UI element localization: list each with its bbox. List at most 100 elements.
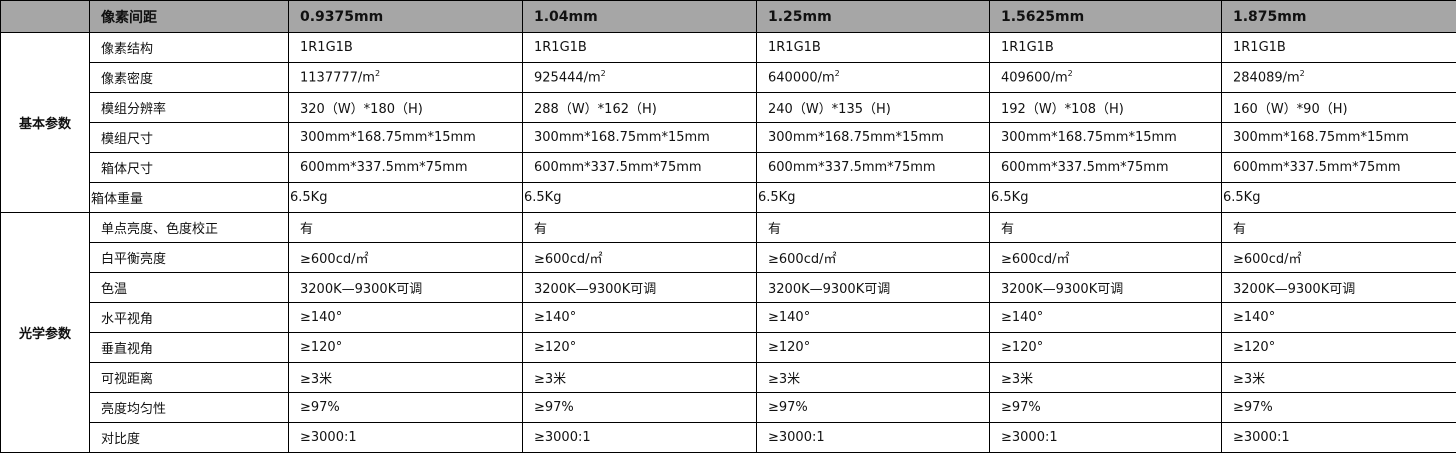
value-text: ≥120° — [1233, 340, 1275, 355]
table-row: 模组尺寸 300mm*168.75mm*15mm 300mm*168.75mm*15… — [1, 123, 1456, 153]
group-title-cell: 基本参数 — [1, 33, 90, 213]
value-text: ≥3米 — [300, 372, 332, 387]
value-text: ≥97% — [768, 400, 808, 415]
value-cell: 600mm*337.5mm*75mm — [289, 153, 523, 183]
value-text: 288（W）*162（H) — [534, 102, 657, 117]
value-cell: 3200K—9300K可调 — [757, 273, 990, 303]
value-cell: 1R1G1B — [289, 33, 523, 63]
value-cell: 3200K—9300K可调 — [523, 273, 757, 303]
value-cell: ≥140° — [523, 303, 757, 333]
value-cell: ≥3米 — [289, 363, 523, 393]
row-label-cell: 可视距离 — [90, 363, 289, 393]
value-text: ≥97% — [300, 400, 340, 415]
value-text: 6.5Kg — [524, 190, 561, 205]
value-text: 600mm*337.5mm*75mm — [1233, 160, 1401, 175]
value-cell: ≥600cd/㎡ — [1222, 243, 1456, 273]
value-text: ≥140° — [1233, 310, 1275, 325]
value-text: ≥3米 — [1001, 372, 1033, 387]
value-cell: ≥120° — [289, 333, 523, 363]
value-text: 320（W）*180（H) — [300, 102, 423, 117]
row-label-cell: 模组分辨率 — [90, 93, 289, 123]
group-title-cell: 光学参数 — [1, 213, 90, 453]
header-pitch-cell: 1.25mm — [757, 1, 990, 33]
value-text: ≥140° — [1001, 310, 1043, 325]
value-cell: ≥140° — [990, 303, 1222, 333]
value-cell: 925444/m2 — [523, 63, 757, 93]
table-row: 对比度≥3000:1≥3000:1≥3000:1≥3000:1≥3000:1 — [1, 423, 1456, 453]
table-row: 亮度均匀性≥97%≥97%≥97%≥97%≥97% — [1, 393, 1456, 423]
header-row: 像素间距 0.9375mm 1.04mm 1.25mm 1.5625mm 1.8… — [1, 1, 1456, 33]
value-cell: 1R1G1B — [990, 33, 1222, 63]
value-text: 409600/m — [1001, 71, 1068, 86]
superscript: 2 — [835, 69, 840, 78]
value-cell: ≥97% — [757, 393, 990, 423]
value-text: 1R1G1B — [1233, 40, 1286, 55]
header-pitch-cell: 1.5625mm — [990, 1, 1222, 33]
value-cell: 1R1G1B — [523, 33, 757, 63]
value-cell: 640000/m2 — [757, 63, 990, 93]
value-text: ≥3000:1 — [768, 430, 825, 445]
value-text: ≥140° — [300, 310, 342, 325]
row-label-cell: 像素密度 — [90, 63, 289, 93]
value-cell: 1R1G1B — [757, 33, 990, 63]
value-cell: 有 — [289, 213, 523, 243]
value-text: 600mm*337.5mm*75mm — [534, 160, 702, 175]
value-cell: ≥3米 — [757, 363, 990, 393]
value-text: 1R1G1B — [1001, 40, 1054, 55]
value-text: 160（W）*90（H) — [1233, 102, 1348, 117]
value-text: 300mm*168.75mm*15mm — [1001, 130, 1177, 145]
value-text: 有 — [1233, 222, 1246, 237]
value-text: 3200K—9300K可调 — [300, 282, 422, 297]
value-cell: ≥140° — [1222, 303, 1456, 333]
value-text: 1R1G1B — [534, 40, 587, 55]
value-cell: 6.5Kg — [1222, 183, 1456, 213]
value-cell: 300mm*168.75mm*15mm — [523, 123, 757, 153]
value-cell: 300mm*168.75mm*15mm — [1222, 123, 1456, 153]
value-text: 3200K—9300K可调 — [1233, 282, 1355, 297]
value-text: ≥120° — [300, 340, 342, 355]
value-cell: 有 — [757, 213, 990, 243]
value-cell: 1137777/m2 — [289, 63, 523, 93]
table-row: 垂直视角 ≥120° ≥120° ≥120° ≥120° ≥120° — [1, 333, 1456, 363]
value-text: 600mm*337.5mm*75mm — [1001, 160, 1169, 175]
value-text: 300mm*168.75mm*15mm — [768, 130, 944, 145]
row-label-cell: 模组尺寸 — [90, 123, 289, 153]
value-cell: 300mm*168.75mm*15mm — [990, 123, 1222, 153]
value-text: ≥3000:1 — [534, 430, 591, 445]
value-cell: 600mm*337.5mm*75mm — [1222, 153, 1456, 183]
value-text: ≥140° — [534, 310, 576, 325]
value-cell: 600mm*337.5mm*75mm — [990, 153, 1222, 183]
row-label-cell: 白平衡亮度 — [90, 243, 289, 273]
value-text: 600mm*337.5mm*75mm — [768, 160, 936, 175]
row-label-cell: 垂直视角 — [90, 333, 289, 363]
header-pitch-cell: 1.875mm — [1222, 1, 1456, 33]
value-cell: 有 — [1222, 213, 1456, 243]
value-cell: 6.5Kg — [990, 183, 1222, 213]
value-cell: ≥140° — [289, 303, 523, 333]
value-text: ≥120° — [768, 340, 810, 355]
row-label-cell: 箱体重量 — [90, 183, 289, 213]
value-cell: ≥120° — [757, 333, 990, 363]
value-text: ≥3米 — [534, 372, 566, 387]
value-text: ≥3000:1 — [300, 430, 357, 445]
value-text: ≥120° — [534, 340, 576, 355]
value-text: 300mm*168.75mm*15mm — [300, 130, 476, 145]
value-cell: ≥600cd/㎡ — [757, 243, 990, 273]
value-cell: 284089/m2 — [1222, 63, 1456, 93]
value-text: 6.5Kg — [1223, 190, 1260, 205]
value-text: ≥3000:1 — [1001, 430, 1058, 445]
header-corner-cell — [1, 1, 90, 33]
value-text: ≥97% — [1233, 400, 1273, 415]
value-cell: ≥120° — [990, 333, 1222, 363]
value-cell: 3200K—9300K可调 — [1222, 273, 1456, 303]
value-cell: ≥3000:1 — [1222, 423, 1456, 453]
value-cell: 600mm*337.5mm*75mm — [757, 153, 990, 183]
value-cell: ≥3000:1 — [523, 423, 757, 453]
value-text: ≥3米 — [768, 372, 800, 387]
value-text: 640000/m — [768, 71, 835, 86]
